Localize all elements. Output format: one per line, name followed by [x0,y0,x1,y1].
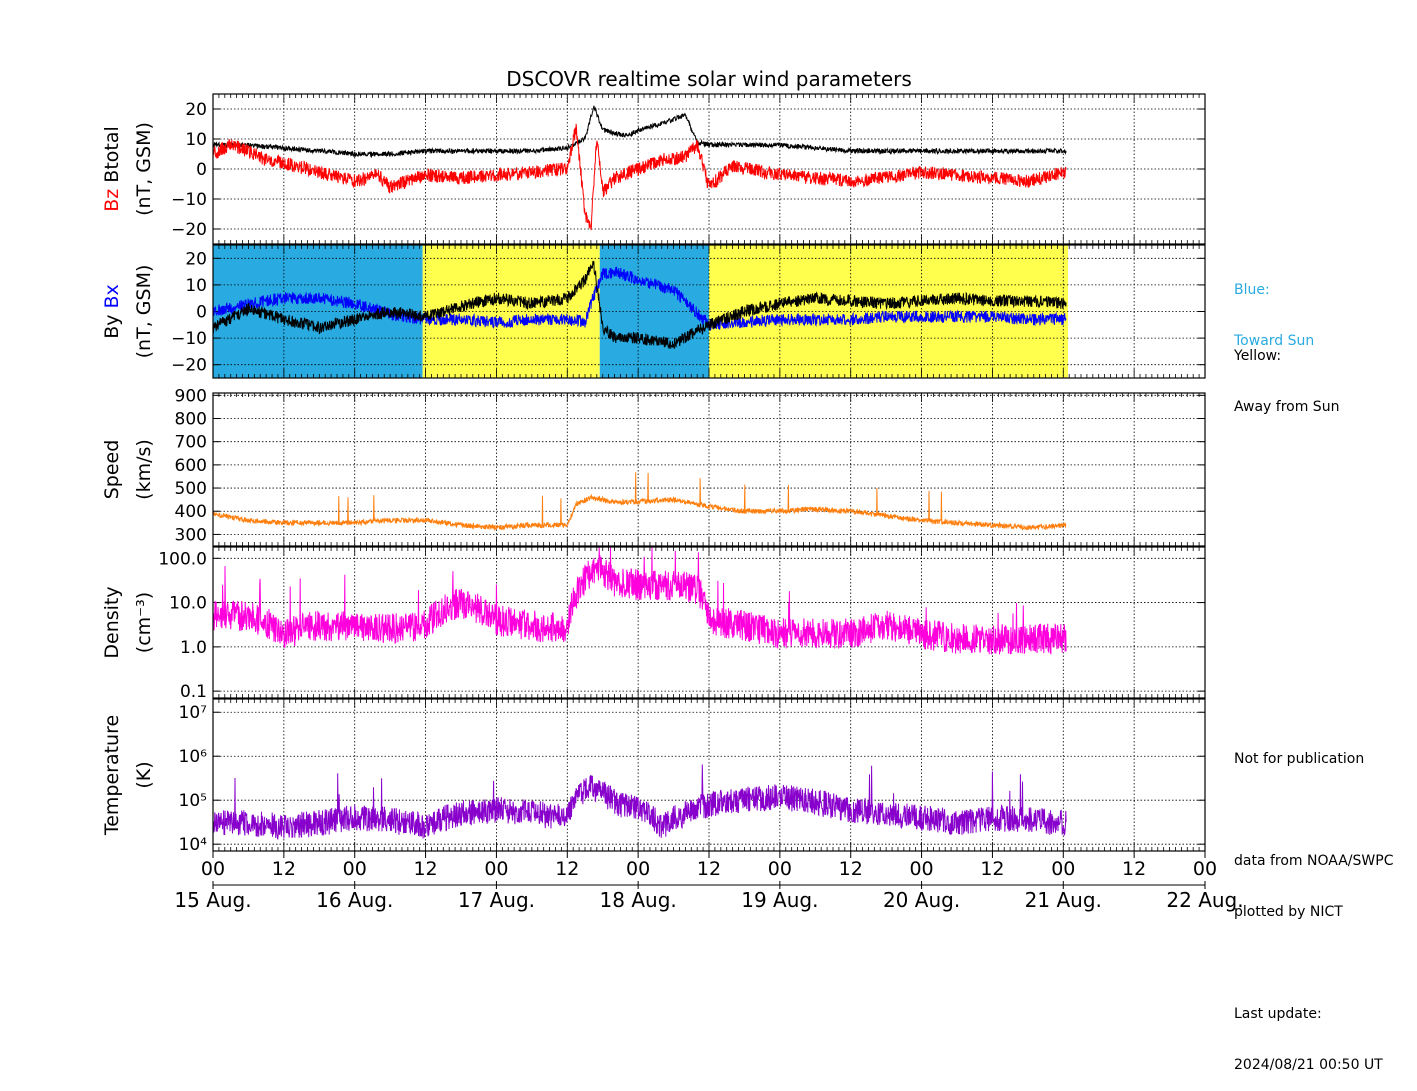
x-day-label: 18 Aug. [600,888,677,912]
last-update-label: Last update: [1234,1006,1322,1022]
x-tick-label: 00 [484,858,508,880]
x-day-label: 15 Aug. [174,888,251,912]
not-for-publication-note: Not for publication [1234,751,1365,767]
series-by [212,260,1067,349]
x-tick-label: 12 [413,858,437,880]
y-tick-label: −20 [171,220,207,240]
away-sun-note: Yellow: Away from Sun [1234,314,1339,433]
y-tick-label: 0 [196,160,207,180]
x-tick-label: 12 [980,858,1004,880]
y-axis-unit: (km/s) [133,439,155,500]
y-tick-label: 20 [185,249,207,269]
y-tick-label: 10⁵ [179,791,207,811]
panel-magnetic: −20 −10 0 10 20 Bz Btotal (nT, GSM) [101,93,1206,245]
series-temperature [212,764,1067,841]
series-density [212,546,1067,655]
y-axis-label-part: By [101,315,123,339]
y-axis-label: By Bx [101,284,123,339]
y-tick-label: 10 [185,276,207,296]
solar-wind-chart: DSCOVR realtime solar wind parameters −2… [101,67,1244,912]
y-axis-unit: (nT, GSM) [133,265,155,359]
panel-bxby: −20 −10 0 10 20 By Bx (nT, GSM) [101,244,1206,379]
x-tick-label: 00 [343,858,367,880]
y-axis-label-part: Btotal [101,126,123,182]
chart-title: DSCOVR realtime solar wind parameters [506,67,912,91]
x-tick-label: 00 [626,858,650,880]
away-sun-note-line2: Away from Sun [1234,399,1340,415]
y-tick-label: −20 [171,356,207,376]
away-sun-note-line1: Yellow: [1234,348,1282,364]
y-axis-label-part: Bx [101,284,123,308]
y-axis-label: Bz Btotal [101,126,123,212]
y-tick-label: 100.0 [158,549,207,569]
y-axis-label: Temperature [101,715,123,836]
info-notes: Not for publication data from NOAA/SWPC … [1234,717,1393,1091]
y-tick-label: 0.1 [180,682,207,702]
x-tick-label: 12 [839,858,863,880]
x-tick-label: 12 [555,858,579,880]
data-source-note: data from NOAA/SWPC [1234,853,1394,869]
series-speed [212,472,1067,532]
y-tick-label: −10 [171,190,207,210]
x-day-label: 17 Aug. [458,888,535,912]
y-axis-unit: (cm⁻³) [133,592,155,653]
toward-sun-note-line1: Blue: [1234,282,1270,298]
x-tick-label: 12 [1122,858,1146,880]
x-day-label: 22 Aug. [1166,888,1243,912]
y-tick-label: 10⁶ [179,747,208,767]
y-tick-label: 400 [175,502,207,522]
x-day-label: 16 Aug. [316,888,393,912]
y-tick-label: 500 [175,479,207,499]
y-tick-label: 1.0 [180,638,207,658]
y-tick-label: 700 [175,433,207,453]
series-bx [212,266,1067,331]
y-tick-label: 300 [175,525,207,545]
y-tick-label: −10 [171,329,207,349]
y-tick-label: 10.0 [169,594,207,614]
y-axis-label: Speed [101,440,123,500]
x-tick-label: 00 [768,858,792,880]
toward-sun-note: Blue: Toward Sun [1234,248,1314,367]
y-tick-label: 20 [185,100,207,120]
plotted-by-note: plotted by NICT [1234,904,1343,920]
panel-density: 0.1 1.0 10.0 100.0 Density (cm⁻³) [101,546,1206,702]
x-tick-label: 12 [697,858,721,880]
toward-sun-note-line2: Toward Sun [1234,333,1315,349]
y-axis-unit: (nT, GSM) [133,122,155,216]
y-tick-label: 600 [175,456,207,476]
y-tick-label: 0 [196,303,207,323]
y-axis-unit: (K) [133,761,155,788]
panel-temperature: 10⁴ 10⁵ 10⁶ 10⁷ Temperature (K) [101,698,1206,855]
last-update-value: 2024/08/21 00:50 UT [1234,1057,1383,1073]
y-tick-label: 900 [175,386,207,406]
y-tick-label: 800 [175,410,207,430]
series-bz [212,123,1067,231]
y-axis-label-part: Bz [101,189,123,212]
y-axis-label: Density [101,586,123,658]
x-day-label: 20 Aug. [883,888,960,912]
series-btotal [212,105,1067,159]
x-day-label: 21 Aug. [1025,888,1102,912]
x-tick-label: 00 [909,858,933,880]
x-tick-label: 12 [272,858,296,880]
y-tick-label: 10⁷ [179,703,208,723]
y-tick-label: 10⁴ [179,835,208,855]
x-tick-label: 00 [1051,858,1075,880]
x-tick-label: 00 [201,858,225,880]
x-day-label: 19 Aug. [741,888,818,912]
x-tick-label: 00 [1193,858,1217,880]
panel-speed: 300 400 500 600 700 800 900 Speed (km/s) [101,386,1206,547]
y-tick-label: 10 [185,130,207,150]
